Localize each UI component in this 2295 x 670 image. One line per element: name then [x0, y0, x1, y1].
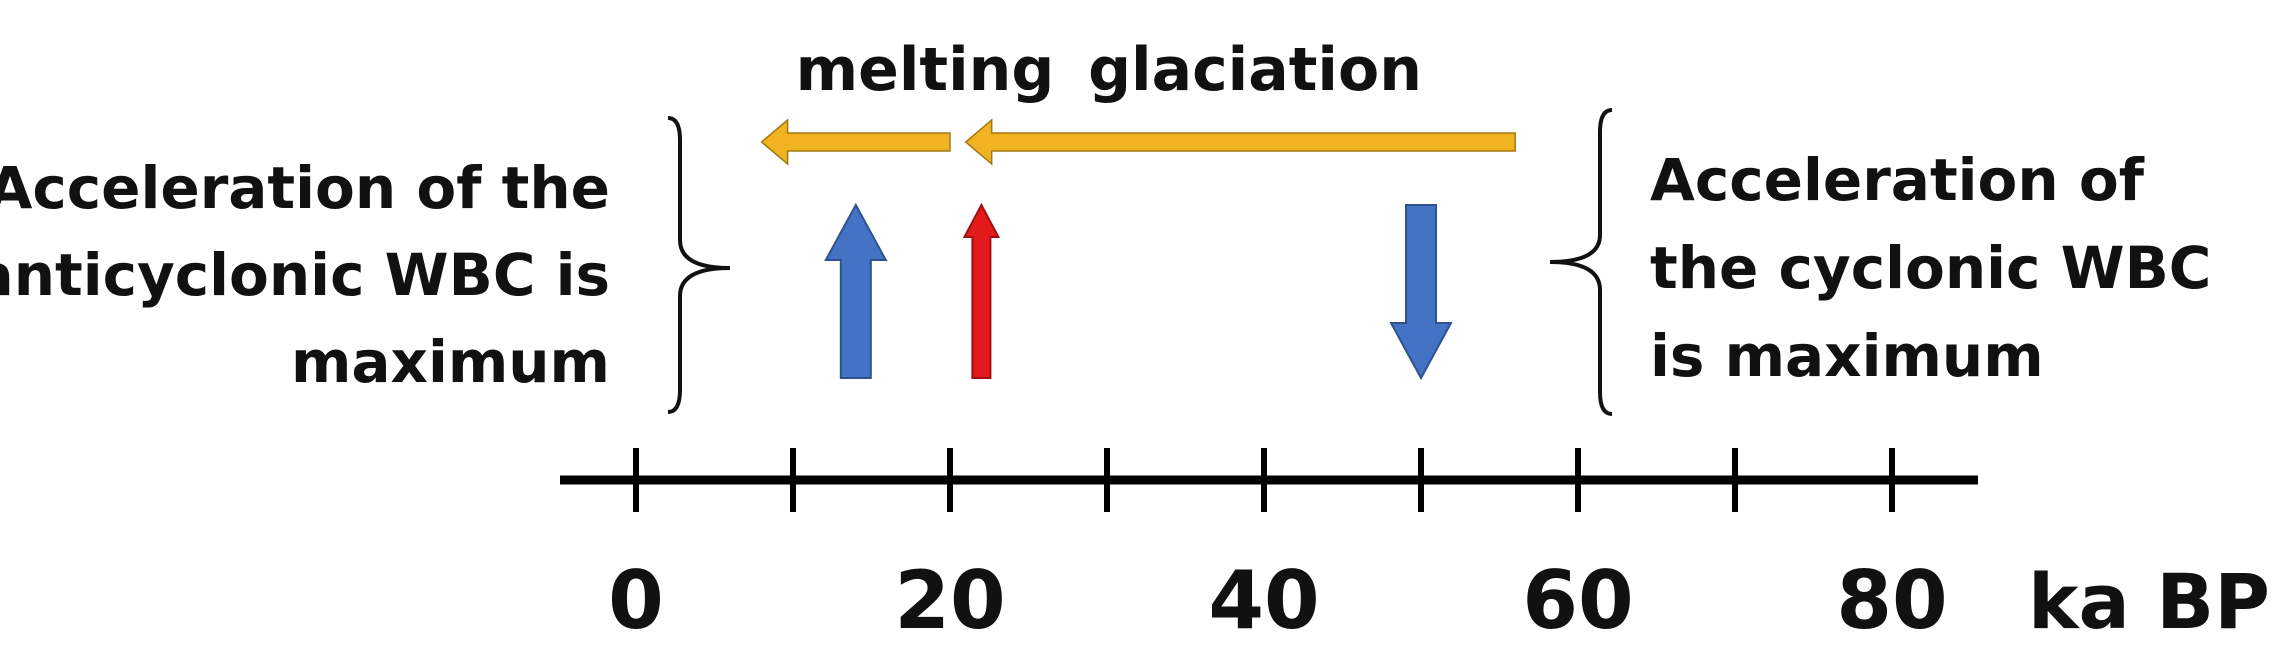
melting-arrow	[760, 118, 951, 166]
blue-down-arrow	[1389, 204, 1453, 381]
axis-tick-label: 40	[1208, 554, 1319, 647]
right-text-line-2: the cyclonic WBC	[1650, 234, 2211, 302]
axis-tick-label: 0	[608, 554, 664, 647]
left-brace	[667, 116, 731, 414]
time-axis: 0 20 40 60 80 ka BP	[560, 448, 2270, 647]
left-text-line-1: Acceleration of the	[0, 154, 610, 222]
right-text-line-3: is maximum	[1650, 322, 2044, 390]
melting-label: melting	[796, 35, 1055, 105]
glaciation-label: glaciation	[1088, 35, 1422, 105]
axis-tick-label: 80	[1836, 554, 1947, 647]
axis-unit-label: ka BP	[2028, 557, 2270, 646]
axis-tick-labels: 0 20 40 60 80	[608, 554, 1948, 647]
red-up-arrow	[962, 202, 1001, 379]
glaciation-arrow	[964, 118, 1516, 166]
right-brace	[1549, 108, 1613, 416]
left-text-line-3: maximum	[291, 328, 610, 396]
right-text-line-1: Acceleration of	[1650, 146, 2145, 214]
axis-ticks	[633, 448, 1895, 512]
blue-up-arrow	[824, 202, 888, 379]
axis-tick-label: 20	[894, 554, 1005, 647]
axis-tick-label: 60	[1522, 554, 1633, 647]
left-text-line-2: anticyclonic WBC is	[0, 241, 610, 309]
